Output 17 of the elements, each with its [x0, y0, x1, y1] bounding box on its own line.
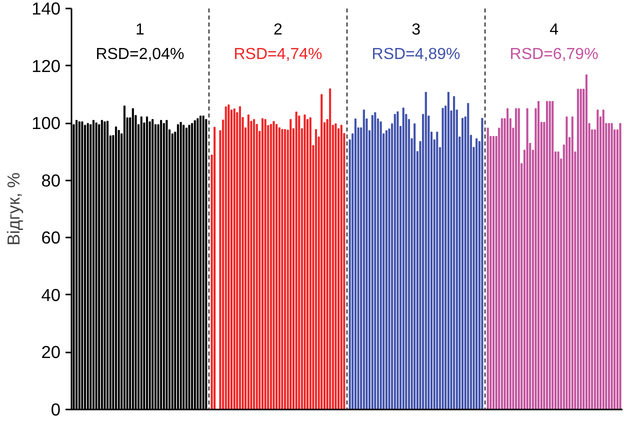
annotation: RSD=4,74%	[234, 46, 322, 64]
y-tick-label: 100	[32, 113, 61, 134]
y-axis-title: Відгук, %	[4, 172, 24, 246]
annotation: 3	[412, 22, 421, 39]
y-tick-label: 140	[32, 0, 61, 18]
annotation: RSD=4,89%	[372, 46, 460, 64]
y-tick-label: 80	[41, 170, 61, 190]
annotation: 4	[550, 22, 559, 39]
y-tick-label: 20	[41, 342, 61, 362]
annotation: RSD=6,79%	[510, 46, 598, 64]
annotation: 1	[136, 22, 145, 39]
y-tick-label: 0	[50, 400, 61, 420]
annotation: RSD=2,04%	[96, 46, 184, 64]
y-tick-label: 40	[41, 284, 61, 305]
y-tick-label: 60	[41, 228, 61, 248]
annotation: 2	[274, 22, 283, 39]
y-tick-label: 120	[32, 56, 61, 76]
